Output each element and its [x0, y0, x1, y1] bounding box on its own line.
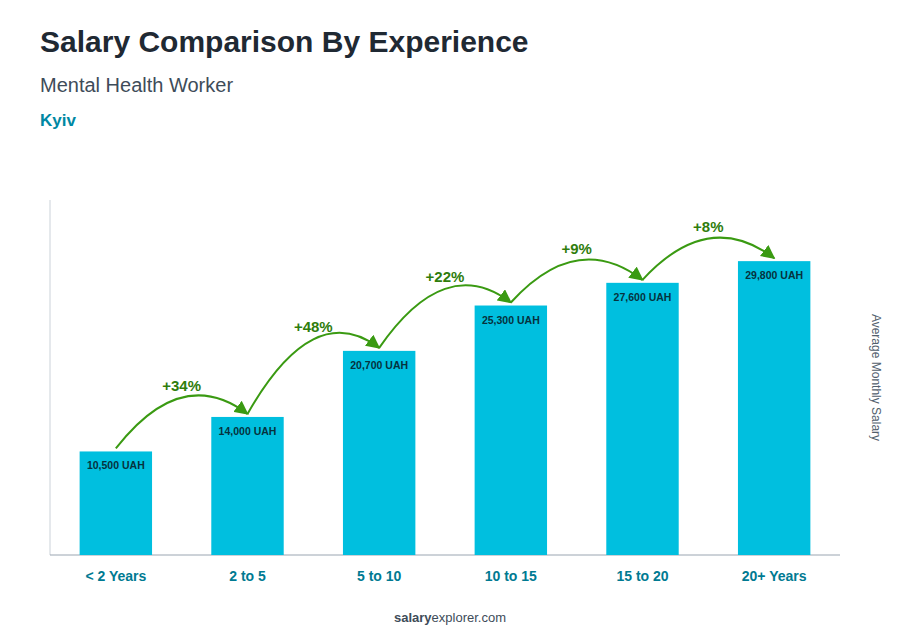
data-label: 10,500 UAH	[87, 459, 145, 471]
title: Salary Comparison By Experience	[40, 25, 529, 58]
change-label: +9%	[561, 240, 591, 257]
change-arrow	[248, 333, 380, 414]
x-axis: < 2 Years 2 to 5 5 to 10 10 to 15 15 to 20 20…	[85, 568, 806, 584]
data-label: 20,700 UAH	[350, 359, 408, 371]
city: Kyiv	[40, 111, 76, 130]
x-axis-line	[50, 555, 840, 556]
change-label: +34%	[162, 377, 201, 394]
footer: salaryexplorer.com	[394, 610, 506, 625]
bar	[80, 451, 152, 555]
footer-normal: explorer.com	[432, 610, 506, 625]
bar	[475, 306, 547, 555]
change-arrow	[511, 259, 643, 302]
change-label: +8%	[693, 218, 723, 235]
bar	[606, 283, 678, 555]
footer-bold: salary	[394, 610, 432, 625]
bars	[80, 261, 811, 555]
bar	[738, 261, 810, 555]
y-axis-line	[50, 200, 51, 555]
chart-container: Salary Comparison By Experience Mental He…	[0, 0, 900, 641]
data-label: 14,000 UAH	[219, 425, 277, 437]
data-label: 27,600 UAH	[614, 291, 672, 303]
change-annotations: +34% +48% +22% +9% +8%	[116, 218, 774, 449]
change-arrow	[643, 238, 775, 280]
chart-svg: Salary Comparison By Experience Mental He…	[0, 0, 900, 641]
data-label: 25,300 UAH	[482, 314, 540, 326]
x-tick-label: 10 to 15	[485, 568, 537, 584]
y-axis-label: Average Monthly Salary	[869, 314, 883, 441]
x-tick-label: 5 to 10	[357, 568, 402, 584]
change-label: +22%	[426, 268, 465, 285]
x-tick-label: < 2 Years	[85, 568, 146, 584]
change-arrow	[116, 395, 248, 448]
bar	[343, 351, 415, 555]
x-tick-label: 2 to 5	[229, 568, 266, 584]
x-tick-label: 20+ Years	[742, 568, 807, 584]
change-arrow	[379, 285, 511, 348]
x-tick-label: 15 to 20	[616, 568, 668, 584]
bar	[211, 417, 283, 555]
data-label: 29,800 UAH	[745, 269, 803, 281]
change-label: +48%	[294, 318, 333, 335]
data-labels: 10,500 UAH 14,000 UAH 20,700 UAH 25,300 UAH…	[87, 269, 803, 471]
subtitle: Mental Health Worker	[40, 74, 233, 96]
